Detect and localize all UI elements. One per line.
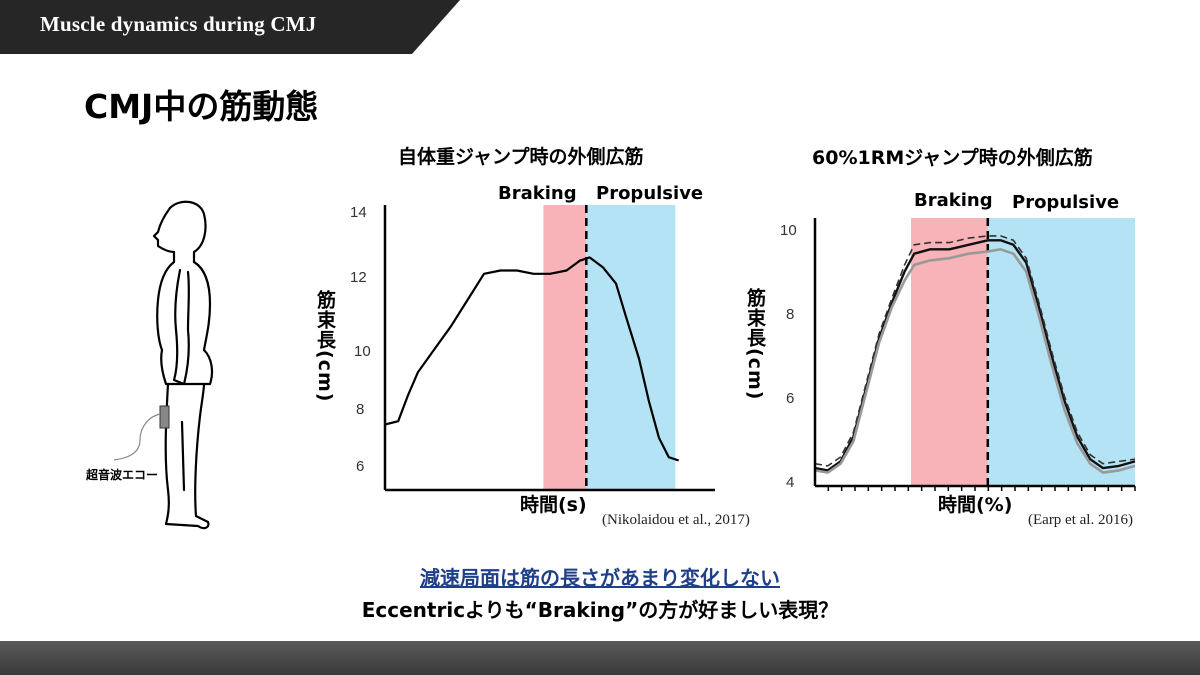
chart2-x-axis-label: 時間(%) xyxy=(938,494,1013,516)
chart2-title: 60%1RMジャンプ時の外側広筋 xyxy=(812,147,1093,169)
summary-line-1-text: 減速局面は筋の長さがあまり変化しない xyxy=(420,566,780,590)
phase-band-propulsive xyxy=(987,218,1135,486)
page-title: CMJ中の筋動態 xyxy=(84,87,319,126)
phase-band-braking xyxy=(543,205,587,490)
chart1-ytick-6: 6 xyxy=(356,458,365,475)
series-line-lower xyxy=(814,248,1136,474)
ultrasound-probe-label: 超音波エコー xyxy=(86,468,159,482)
header-title: Muscle dynamics during CMJ xyxy=(40,12,317,36)
chart2-plot xyxy=(813,218,1136,491)
chart1-citation: (Nikolaidou et al., 2017) xyxy=(602,512,750,528)
summary-line-1: 減速局面は筋の長さがあまり変化しない xyxy=(0,562,1200,591)
summary-line-2: Eccentricよりも“Braking”の方が好ましい表現？ xyxy=(361,598,839,622)
chart2-ytick-6: 6 xyxy=(786,390,795,407)
series-line-vastus-lateralis xyxy=(384,256,680,462)
chart1-y-axis-label: 筋束長(cm) xyxy=(314,290,336,403)
series-line-upper xyxy=(814,235,1136,467)
chart1-ytick-12: 12 xyxy=(350,269,367,286)
human-figure-illustration xyxy=(113,200,214,530)
phase-band-propulsive xyxy=(586,205,676,490)
chart1-ytick-10: 10 xyxy=(354,343,371,360)
chart2-ytick-10: 10 xyxy=(780,222,797,239)
chart1-ytick-14: 14 xyxy=(350,204,367,221)
footer-bar xyxy=(0,641,1200,675)
chart1-phase-label-braking: Braking xyxy=(498,183,577,204)
chart1-ytick-8: 8 xyxy=(356,401,365,418)
chart2-citation: (Earp et al. 2016) xyxy=(1028,512,1133,528)
chart1-plot xyxy=(383,205,715,492)
chart2-ytick-4: 4 xyxy=(786,474,795,491)
chart1-x-axis-label: 時間(s) xyxy=(520,494,587,516)
chart2-phase-label-propulsive: Propulsive xyxy=(1012,192,1120,213)
chart2-y-axis-label: 筋束長(cm) xyxy=(744,288,766,401)
header-bar xyxy=(0,0,460,54)
chart1-title: 自体重ジャンプ時の外側広筋 xyxy=(398,146,644,168)
chart1-phase-label-propulsive: Propulsive xyxy=(596,183,704,204)
chart2-phase-label-braking: Braking xyxy=(914,190,993,211)
chart2-ytick-8: 8 xyxy=(786,306,795,323)
